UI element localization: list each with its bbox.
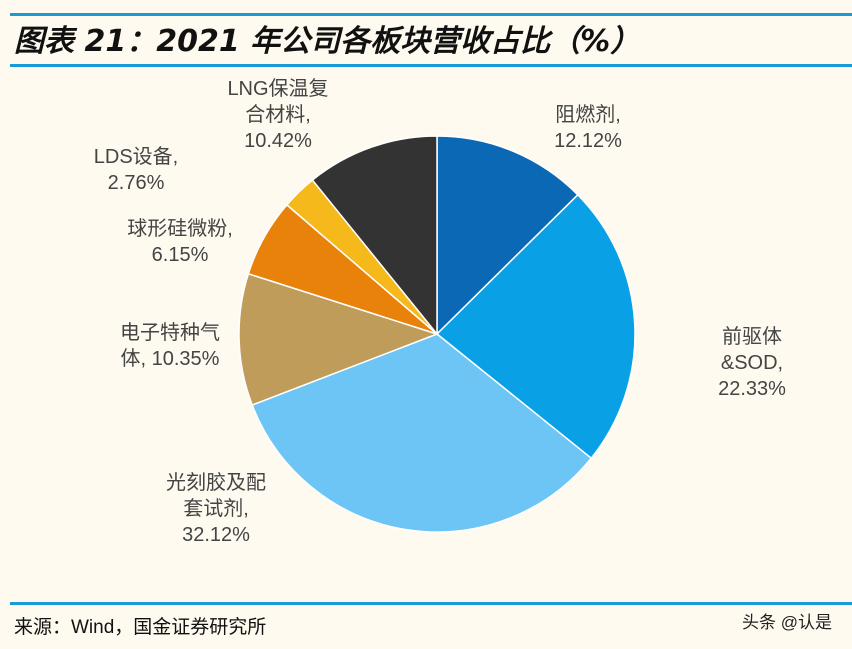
slice-label-electronic-gas: 电子特种气 体, 10.35%	[120, 322, 220, 370]
slice-label-precursor-sod: 前驱体 &SOD, 22.33%	[718, 326, 786, 400]
chart-title: 图表 21：2021 年公司各板块营收占比（%）	[14, 24, 641, 59]
source-note: 来源：Wind，国金证券研究所	[14, 617, 267, 638]
bottom-rule	[10, 602, 852, 605]
slice-label-silica-powder: 球形硅微粉, 6.15%	[127, 218, 233, 266]
slice-label-flame-retardant: 阻燃剂, 12.12%	[554, 104, 622, 152]
title-rule	[10, 64, 852, 67]
pie-slice-0	[436, 135, 579, 336]
pie-slice-1	[435, 193, 636, 460]
pie-slice-2	[251, 333, 593, 533]
slice-label-lng-material: LNG保温复 合材料, 10.42%	[227, 78, 329, 152]
pie-slice-3	[238, 272, 440, 406]
top-rule	[10, 13, 852, 16]
watermark: 头条 @认是	[742, 613, 832, 632]
pie-slice-6	[311, 135, 438, 337]
slice-label-lds-equipment: LDS设备, 2.76%	[93, 146, 179, 194]
slice-label-photoresist: 光刻胶及配 套试剂, 32.12%	[166, 472, 266, 546]
